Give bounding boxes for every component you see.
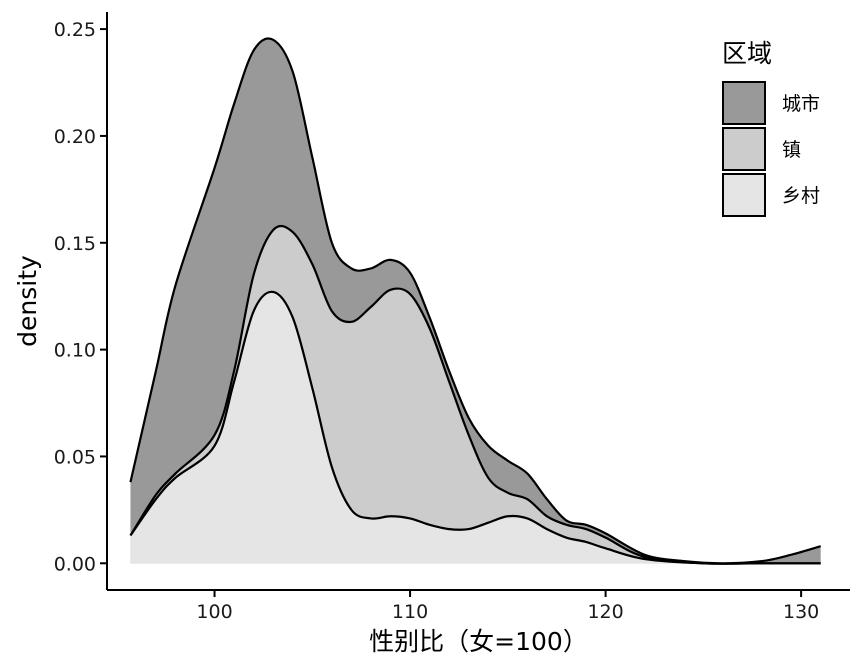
x-tick-label: 100 (196, 601, 232, 623)
x-axis-title: 性别比（女=100） (369, 627, 588, 656)
y-tick-label: 0.25 (54, 19, 96, 41)
x-tick-label: 120 (587, 601, 623, 623)
area-outline-city (129, 37, 821, 565)
x-axis-ticks: 100 110 120 130 (196, 590, 819, 623)
x-tick-label: 110 (392, 601, 428, 623)
area-series-group (129, 37, 821, 565)
area-outline-town (129, 224, 821, 565)
legend-swatch-city (722, 81, 766, 125)
y-tick-label: 0.05 (54, 446, 96, 468)
area-fill-rural (130, 291, 821, 564)
y-tick-label: 0.10 (54, 340, 96, 362)
legend-label-rural: 乡村 (782, 185, 820, 207)
y-axis-ticks: 0.00 0.05 0.10 0.15 0.20 0.25 (54, 19, 107, 575)
y-tick-label: 0.00 (54, 553, 96, 575)
legend-label-city: 城市 (782, 93, 820, 115)
legend-swatch-town (722, 127, 766, 171)
y-tick-label: 0.20 (54, 126, 96, 148)
legend-title: 区域 (722, 39, 772, 68)
x-tick-label: 130 (783, 601, 819, 623)
legend-label-town: 镇 (782, 139, 801, 161)
y-axis-title: density (13, 255, 42, 347)
area-outline-rural (129, 290, 821, 565)
legend-swatch-rural (722, 173, 766, 217)
y-tick-label: 0.15 (54, 233, 96, 255)
